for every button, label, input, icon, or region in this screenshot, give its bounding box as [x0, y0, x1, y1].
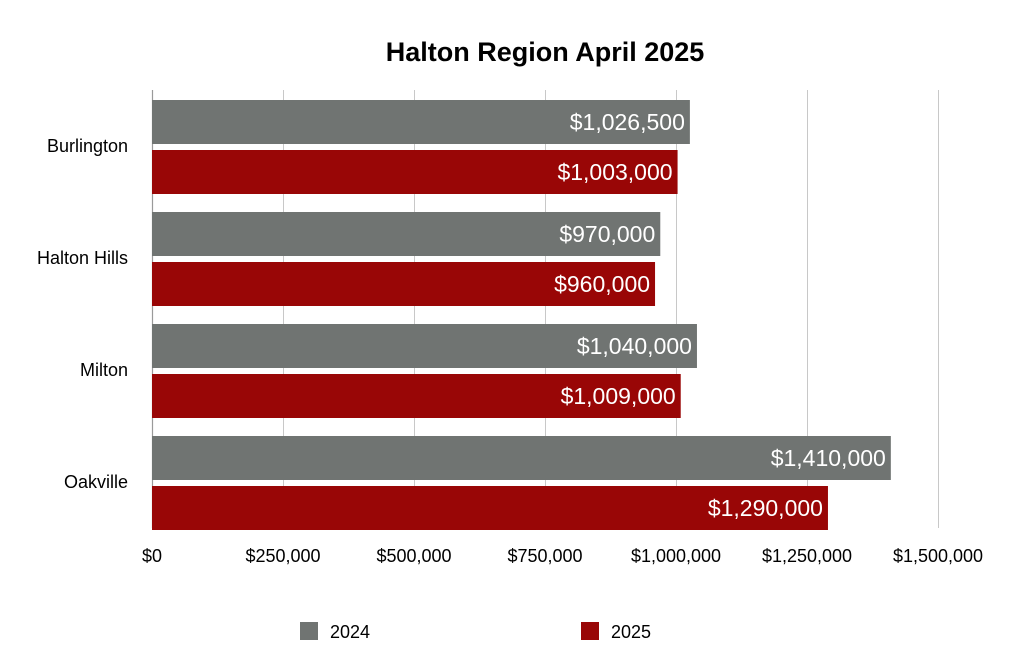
bar-2024-oakville	[152, 436, 891, 480]
data-label: $1,040,000	[577, 333, 692, 359]
legend-label-2025: 2025	[611, 622, 651, 642]
data-label: $1,003,000	[557, 159, 672, 185]
category-label: Burlington	[47, 136, 128, 156]
bar-2025-oakville	[152, 486, 828, 530]
data-label: $960,000	[554, 271, 650, 297]
data-label: $1,410,000	[771, 445, 886, 471]
x-tick-label: $750,000	[507, 546, 582, 566]
bar-2024-halton-hills	[152, 212, 661, 256]
x-tick-label: $1,000,000	[631, 546, 721, 566]
legend-swatch-2024	[300, 622, 318, 640]
x-axis-tick-labels: $0 $250,000 $500,000 $750,000 $1,000,000 $1,2…	[142, 546, 983, 566]
legend: 2024 2025	[300, 622, 651, 642]
category-label: Halton Hills	[37, 248, 128, 268]
category-label: Milton	[80, 360, 128, 380]
x-tick-label: $0	[142, 546, 162, 566]
data-label: $1,026,500	[570, 109, 685, 135]
bar-2024-milton	[152, 324, 697, 368]
category-label: Oakville	[64, 472, 128, 492]
data-label: $1,290,000	[708, 495, 823, 521]
legend-swatch-2025	[581, 622, 599, 640]
bars: $1,026,500 $1,003,000 $970,000 $960,000 $1,0…	[152, 100, 891, 530]
legend-label-2024: 2024	[330, 622, 370, 642]
data-label: $1,009,000	[561, 383, 676, 409]
data-label: $970,000	[559, 221, 655, 247]
bar-2025-milton	[152, 374, 681, 418]
bar-2025-burlington	[152, 150, 678, 194]
x-tick-label: $250,000	[245, 546, 320, 566]
x-tick-label: $1,500,000	[893, 546, 983, 566]
bar-2024-burlington	[152, 100, 690, 144]
chart-title: Halton Region April 2025	[386, 37, 705, 67]
bar-2025-halton-hills	[152, 262, 656, 306]
category-labels: Burlington Halton Hills Milton Oakville	[37, 136, 128, 492]
x-tick-label: $1,250,000	[762, 546, 852, 566]
x-tick-label: $500,000	[376, 546, 451, 566]
